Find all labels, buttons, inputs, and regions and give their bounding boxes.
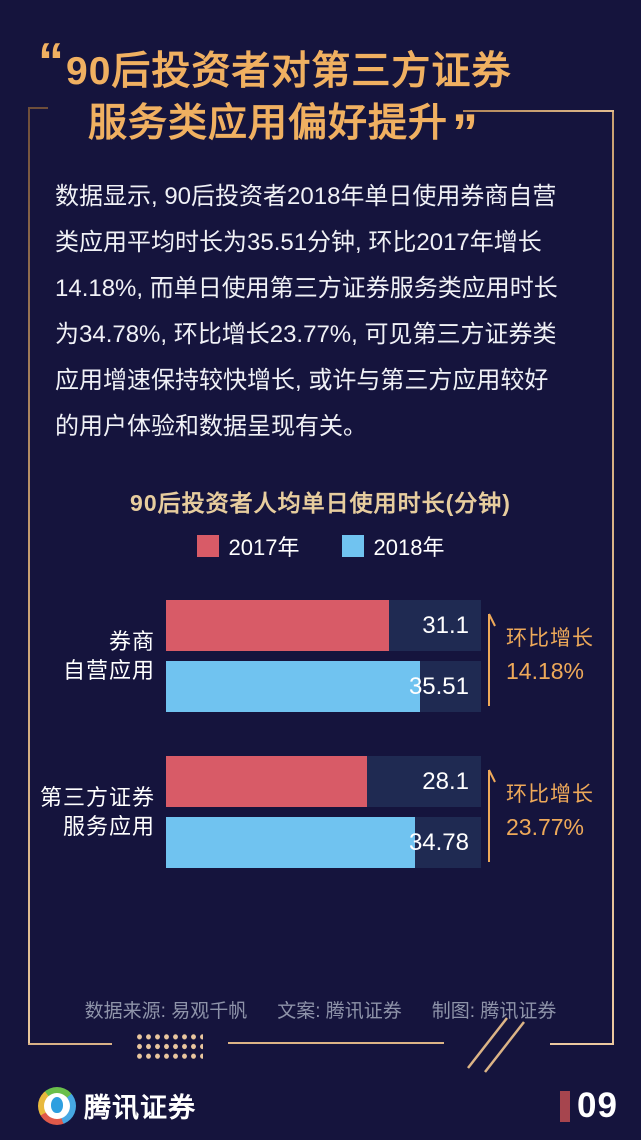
- penguin-icon: [51, 1096, 63, 1113]
- frame-left-line: [28, 107, 30, 1045]
- bar-value-label: 28.1: [422, 768, 469, 795]
- paragraph-line: 为34.78%, 环比增长23.77%, 可见第三方证券类: [55, 321, 557, 348]
- legend-item-2017: 2017年: [196, 530, 300, 562]
- frame-bottom-right-stub: [550, 1043, 614, 1045]
- annotation-text: 环比增长: [506, 783, 594, 806]
- frame-right-line: [612, 110, 614, 1045]
- annotation-text: 环比增长: [506, 627, 594, 650]
- frame-top-left-stub: [28, 107, 48, 109]
- intro-paragraph: 数据显示, 90后投资者2018年单日使用券商自营 类应用平均时长为35.51分…: [55, 174, 595, 450]
- footer-divider-line: [228, 1042, 444, 1044]
- category-label: 券商 自营应用: [0, 600, 155, 712]
- bar-value-label: 35.51: [408, 673, 469, 700]
- frame-top-right-line: [463, 110, 614, 112]
- paragraph-line: 数据显示, 90后投资者2018年单日使用券商自营: [55, 183, 557, 210]
- paragraph-line: 14.18%, 而单日使用第三方证券服务类应用时长: [55, 275, 558, 302]
- category-label-line: 自营应用: [62, 658, 155, 683]
- brand-logo: 腾讯证券: [38, 1086, 196, 1125]
- close-quote-mark: ”: [452, 104, 479, 162]
- page-number-block: 09: [560, 1086, 618, 1126]
- category-label-line: 券商: [108, 629, 155, 654]
- paragraph-line: 的用户体验和数据呈现有关。: [55, 413, 367, 440]
- bar-track-2018: 34.78: [166, 817, 481, 868]
- design-credit-text: 制图: 腾讯证券: [431, 1001, 557, 1022]
- bar-2018: [166, 661, 421, 712]
- data-source-text: 数据来源: 易观千帆: [84, 1001, 248, 1022]
- up-arrow-icon: [488, 613, 496, 706]
- dots-decoration: [133, 1030, 203, 1059]
- paragraph-line: 应用增速保持较快增长, 或许与第三方应用较好: [55, 367, 549, 394]
- open-quote-mark: “: [38, 33, 64, 91]
- bar-2018: [166, 817, 415, 868]
- bar-2017: [166, 756, 368, 807]
- title-line-1: 90后投资者对第三方证券: [66, 50, 512, 93]
- legend-label-2018: 2018年: [373, 535, 445, 560]
- paragraph-line: 类应用平均时长为35.51分钟, 环比2017年增长: [55, 229, 542, 256]
- legend-item-2018: 2018年: [341, 530, 445, 562]
- page-number-accent-bar: [560, 1090, 570, 1122]
- bar-value-label: 31.1: [422, 612, 469, 639]
- category-label-line: 第三方证券: [39, 785, 155, 810]
- copywriter-text: 文案: 腾讯证券: [277, 1001, 402, 1022]
- annotation-percent: 23.77%: [506, 814, 585, 840]
- chart-legend: 2017年 2018年: [0, 530, 641, 562]
- title-line-2: 服务类应用偏好提升”: [88, 92, 478, 159]
- bar-track-2017: 28.1: [166, 756, 481, 807]
- brand-name: 腾讯证券: [84, 1093, 196, 1123]
- legend-swatch-2017: [196, 535, 219, 557]
- chart-title: 90后投资者人均单日使用时长(分钟): [130, 490, 511, 516]
- category-label: 第三方证券 服务应用: [0, 756, 155, 868]
- credits-line: 数据来源: 易观千帆 文案: 腾讯证券 制图: 腾讯证券: [0, 996, 641, 1023]
- bar-group-thirdparty-apps: 第三方证券 服务应用 28.1 34.78 环比增长 23.77%: [0, 756, 641, 868]
- legend-label-2017: 2017年: [228, 535, 300, 560]
- annotation-percent: 14.18%: [506, 658, 585, 684]
- category-label-line: 服务应用: [62, 814, 155, 839]
- bar-value-label: 34.78: [408, 829, 469, 856]
- bar-2017: [166, 600, 389, 651]
- title-line-2-text: 服务类应用偏好提升: [88, 102, 449, 145]
- page-number: 09: [577, 1086, 618, 1125]
- legend-swatch-2018: [341, 535, 364, 557]
- tencent-securities-logo-icon: [38, 1086, 76, 1125]
- slashes-decoration: [467, 1017, 525, 1073]
- bar-track-2017: 31.1: [166, 600, 481, 651]
- frame-bottom-left-stub: [28, 1043, 112, 1045]
- growth-annotation: 环比增长 23.77%: [482, 762, 594, 866]
- bar-group-broker-apps: 券商 自营应用 31.1 35.51 环比增长 14.18%: [0, 600, 641, 712]
- bar-track-2018: 35.51: [166, 661, 481, 712]
- up-arrow-icon: [488, 769, 496, 862]
- growth-annotation: 环比增长 14.18%: [482, 606, 594, 710]
